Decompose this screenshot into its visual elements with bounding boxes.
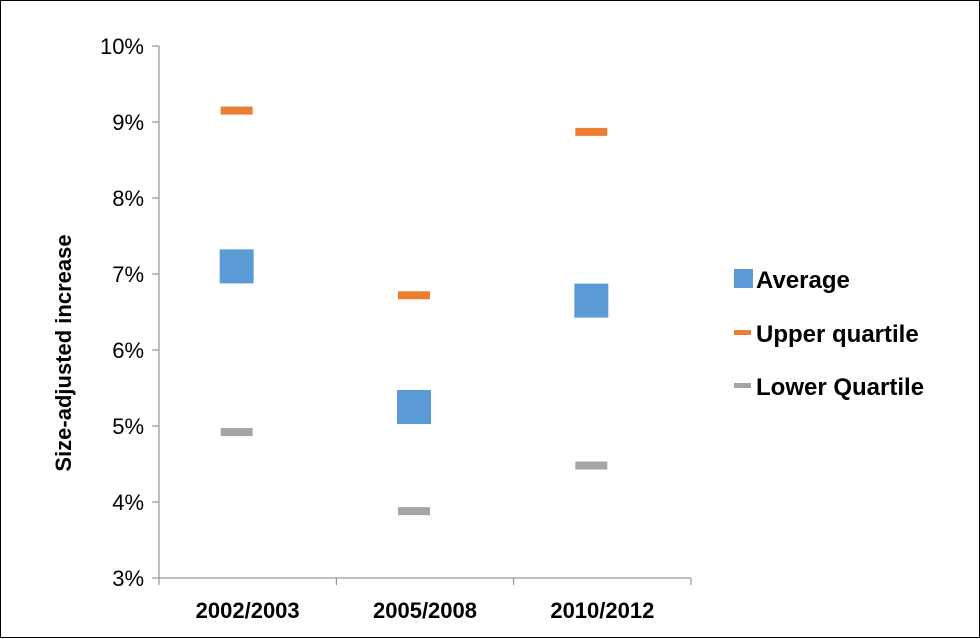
x-tick-label: 2002/2003 <box>196 598 300 623</box>
upper-quartile-point <box>575 127 608 136</box>
y-tick-label: 5% <box>112 414 144 439</box>
lower-quartile-point <box>398 507 430 516</box>
y-tick-label: 10% <box>100 34 144 59</box>
lower-quartile-point <box>575 461 608 470</box>
x-tick-label: 2010/2012 <box>550 598 654 623</box>
average-point <box>397 390 431 424</box>
upper-quartile-point <box>398 291 430 300</box>
legend-label: Upper quartile <box>756 321 919 348</box>
legend-label: Average <box>756 267 850 294</box>
upper-quartile-point <box>220 106 253 115</box>
legend-average-swatch <box>734 269 753 288</box>
x-tick-label: 2005/2008 <box>373 598 477 623</box>
y-tick-label: 7% <box>112 262 144 287</box>
average-point <box>219 249 254 284</box>
legend-label: Lower Quartile <box>756 374 924 401</box>
legend-quartile-swatch <box>734 330 751 335</box>
y-tick-label: 8% <box>112 186 144 211</box>
y-tick-label: 6% <box>112 338 144 363</box>
y-tick-label: 3% <box>112 566 144 591</box>
y-axis-title: Size-adjusted increase <box>51 234 76 471</box>
y-tick-label: 4% <box>112 490 144 515</box>
average-point <box>574 283 609 318</box>
y-tick-label: 9% <box>112 110 144 135</box>
legend-quartile-swatch <box>734 383 751 388</box>
lower-quartile-point <box>220 428 253 437</box>
